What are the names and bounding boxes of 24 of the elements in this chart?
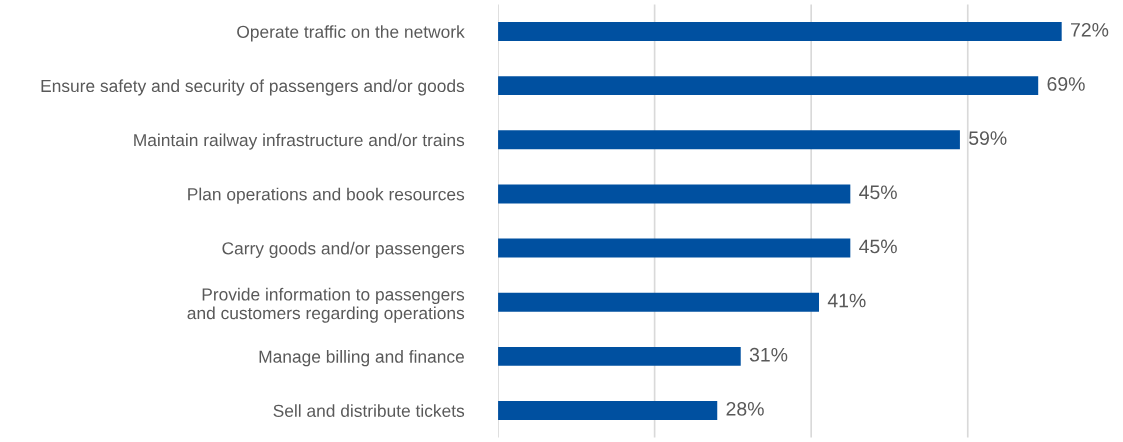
data-label: 31%: [749, 347, 788, 362]
bar: [498, 292, 820, 312]
data-label: 28%: [726, 401, 764, 416]
bar: [498, 22, 1062, 41]
y-tick-label: Operate traffic on the network: [237, 25, 465, 42]
bar: [498, 130, 960, 150]
data-label: 59%: [969, 131, 1007, 145]
bar: [498, 184, 851, 204]
data-label: 41%: [827, 293, 866, 308]
y-tick-label: Plan operations and book resources: [188, 187, 465, 204]
y-tick-label: Provide information to passengers and customers regarding operations: [187, 287, 465, 323]
y-tick-label: Ensure safety and security of passengers and/or goods: [41, 79, 465, 96]
data-label: 72%: [1071, 22, 1109, 37]
bar: [498, 346, 741, 366]
y-tick-label: Sell and distribute tickets: [273, 404, 465, 417]
y-tick-label: Carry goods and/or passengers: [222, 241, 465, 258]
bar: [498, 76, 1039, 96]
data-label: 45%: [859, 185, 897, 200]
data-label: 45%: [859, 239, 897, 254]
bar: [498, 238, 851, 258]
bar: [498, 401, 718, 420]
y-tick-label: Maintain railway infrastructure and/or trains: [134, 133, 465, 150]
y-tick-label: Manage billing and finance: [259, 350, 464, 367]
data-label: 69%: [1047, 77, 1085, 91]
